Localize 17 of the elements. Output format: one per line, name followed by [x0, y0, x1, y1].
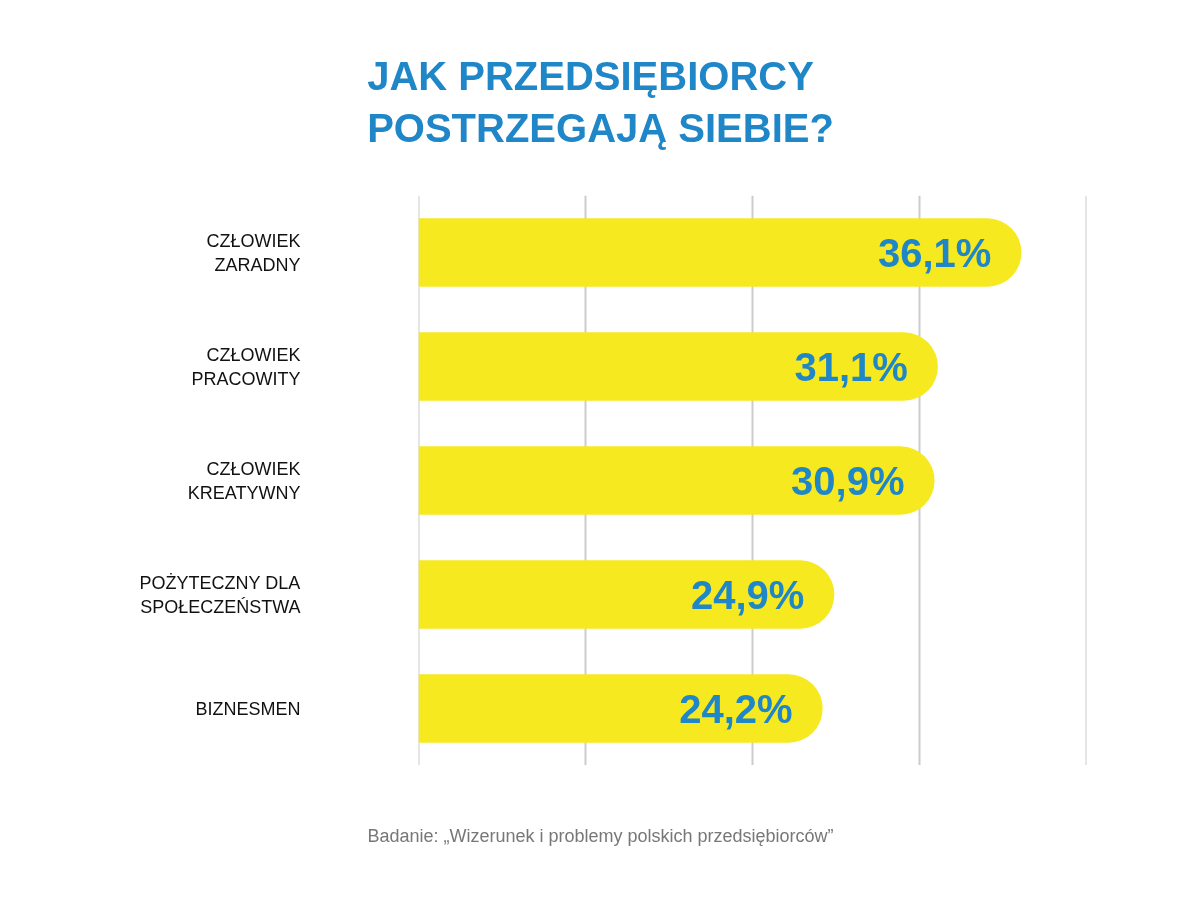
bar: [418, 446, 935, 515]
chart-title: JAK PRZEDSIĘBIORCY POSTRZEGAJĄ SIEBIE?: [367, 53, 834, 151]
bar: [418, 332, 938, 401]
bar: [418, 560, 835, 629]
y-tick-label: BIZNESMEN: [195, 698, 301, 719]
text: Badanie: „Wizerunek i problemy polskich przedsiębiorców”: [367, 825, 834, 846]
data-label: 36,1%: [877, 230, 992, 275]
data-label: 24,9%: [690, 572, 805, 617]
data-label: 30,9%: [791, 458, 905, 503]
data-label: 24,2%: [679, 686, 793, 731]
y-tick-label: CZŁOWIEK PRACOWITY: [191, 344, 301, 389]
bar: [418, 674, 823, 743]
y-tick-label: POŻYTECZNY DLA SPOŁECZEŃSTWA: [139, 572, 301, 617]
y-tick-label: CZŁOWIEK KREATYWNY: [187, 458, 301, 503]
data-label: 31,1%: [794, 344, 908, 389]
y-tick-label: CZŁOWIEK ZARADNY: [206, 230, 301, 275]
bar: [418, 218, 1022, 287]
